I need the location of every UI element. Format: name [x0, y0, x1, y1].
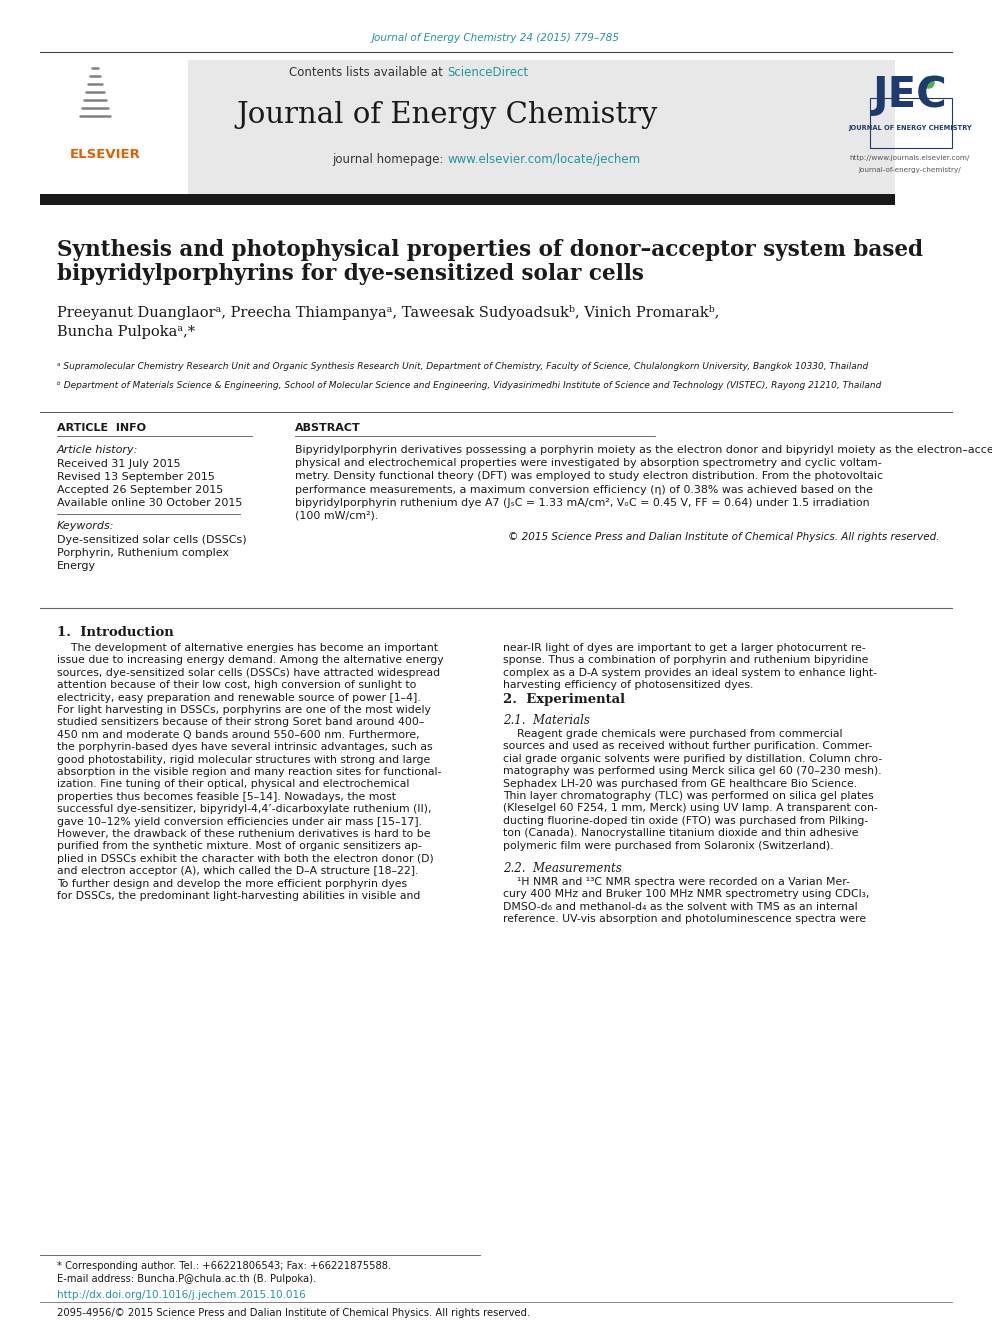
Text: 450 nm and moderate Q bands around 550–600 nm. Furthermore,: 450 nm and moderate Q bands around 550–6… — [57, 730, 420, 740]
Text: Preeyanut Duanglaorᵃ, Preecha Thiampanyaᵃ, Taweesak Sudyoadsukᵇ, Vinich Promarak: Preeyanut Duanglaorᵃ, Preecha Thiampanya… — [57, 304, 719, 319]
Text: harvesting efficiency of photosensitized dyes.: harvesting efficiency of photosensitized… — [503, 680, 753, 691]
Text: complex as a D-A system provides an ideal system to enhance light-: complex as a D-A system provides an idea… — [503, 668, 877, 677]
Text: cury 400 MHz and Bruker 100 MHz NMR spectrometry using CDCl₃,: cury 400 MHz and Bruker 100 MHz NMR spec… — [503, 889, 869, 900]
Text: * Corresponding author. Tel.: +66221806543; Fax: +66221875588.: * Corresponding author. Tel.: +662218065… — [57, 1261, 391, 1271]
Text: ABSTRACT: ABSTRACT — [295, 423, 361, 433]
Bar — [40, 60, 188, 194]
Text: Available online 30 October 2015: Available online 30 October 2015 — [57, 497, 242, 508]
Text: purified from the synthetic mixture. Most of organic sensitizers ap-: purified from the synthetic mixture. Mos… — [57, 841, 422, 852]
Text: JEC: JEC — [873, 74, 947, 116]
Text: 2.2.  Measurements: 2.2. Measurements — [503, 861, 622, 875]
Text: ᵇ Department of Materials Science & Engineering, School of Molecular Science and: ᵇ Department of Materials Science & Engi… — [57, 381, 881, 390]
Text: matography was performed using Merck silica gel 60 (70–230 mesh).: matography was performed using Merck sil… — [503, 766, 882, 777]
Text: issue due to increasing energy demand. Among the alternative energy: issue due to increasing energy demand. A… — [57, 655, 443, 665]
Text: physical and electrochemical properties were investigated by absorption spectrom: physical and electrochemical properties … — [295, 458, 882, 468]
Text: http://dx.doi.org/10.1016/j.jechem.2015.10.016: http://dx.doi.org/10.1016/j.jechem.2015.… — [57, 1290, 306, 1301]
Text: Energy: Energy — [57, 561, 96, 572]
Text: Received 31 July 2015: Received 31 July 2015 — [57, 459, 181, 468]
Text: ¹H NMR and ¹³C NMR spectra were recorded on a Varian Mer-: ¹H NMR and ¹³C NMR spectra were recorded… — [503, 877, 850, 886]
Text: absorption in the visible region and many reaction sites for functional-: absorption in the visible region and man… — [57, 767, 441, 777]
Text: www.elsevier.com/locate/jechem: www.elsevier.com/locate/jechem — [447, 153, 640, 167]
Text: 2095-4956/© 2015 Science Press and Dalian Institute of Chemical Physics. All rig: 2095-4956/© 2015 Science Press and Dalia… — [57, 1308, 531, 1318]
Text: ducting fluorine-doped tin oxide (FTO) was purchased from Pilking-: ducting fluorine-doped tin oxide (FTO) w… — [503, 816, 868, 826]
Text: 1.  Introduction: 1. Introduction — [57, 626, 174, 639]
Text: journal-of-energy-chemistry/: journal-of-energy-chemistry/ — [859, 167, 961, 173]
Text: plied in DSSCs exhibit the character with both the electron donor (D): plied in DSSCs exhibit the character wit… — [57, 853, 434, 864]
Text: http://www.journals.elsevier.com/: http://www.journals.elsevier.com/ — [850, 155, 970, 161]
Text: electricity, easy preparation and renewable source of power [1–4].: electricity, easy preparation and renewa… — [57, 693, 421, 703]
Text: Accepted 26 September 2015: Accepted 26 September 2015 — [57, 486, 223, 495]
Text: Dye-sensitized solar cells (DSSCs): Dye-sensitized solar cells (DSSCs) — [57, 534, 247, 545]
Text: Contents lists available at: Contents lists available at — [290, 66, 447, 79]
Text: Synthesis and photophysical properties of donor–acceptor system based: Synthesis and photophysical properties o… — [57, 239, 923, 261]
Text: E-mail address: Buncha.P@chula.ac.th (B. Pulpoka).: E-mail address: Buncha.P@chula.ac.th (B.… — [57, 1274, 316, 1285]
Text: Buncha Pulpokaᵃ,*: Buncha Pulpokaᵃ,* — [57, 325, 195, 339]
Text: journal homepage:: journal homepage: — [331, 153, 447, 167]
Text: bipyridylporphyrin ruthenium dye A7 (JₛC = 1.33 mA/cm², VₒC = 0.45 V, FF = 0.64): bipyridylporphyrin ruthenium dye A7 (JₛC… — [295, 497, 870, 508]
Text: the porphyrin-based dyes have several intrinsic advantages, such as: the porphyrin-based dyes have several in… — [57, 742, 433, 753]
Text: DMSO-d₆ and methanol-d₄ as the solvent with TMS as an internal: DMSO-d₆ and methanol-d₄ as the solvent w… — [503, 902, 858, 912]
Text: polymeric film were purchased from Solaronix (Switzerland).: polymeric film were purchased from Solar… — [503, 840, 833, 851]
Text: ton (Canada). Nanocrystalline titanium dioxide and thin adhesive: ton (Canada). Nanocrystalline titanium d… — [503, 828, 858, 839]
Text: (100 mW/cm²).: (100 mW/cm²). — [295, 511, 378, 521]
Text: and electron acceptor (A), which called the D–A structure [18–22].: and electron acceptor (A), which called … — [57, 867, 419, 876]
Text: successful dye-sensitizer, bipyridyl-4,4’-dicarboxylate ruthenium (II),: successful dye-sensitizer, bipyridyl-4,4… — [57, 804, 432, 814]
Text: Revised 13 September 2015: Revised 13 September 2015 — [57, 472, 215, 482]
Text: sponse. Thus a combination of porphyrin and ruthenium bipyridine: sponse. Thus a combination of porphyrin … — [503, 655, 868, 665]
Text: Journal of Energy Chemistry 24 (2015) 779–785: Journal of Energy Chemistry 24 (2015) 77… — [372, 33, 620, 44]
Text: Article history:: Article history: — [57, 445, 138, 455]
Text: cial grade organic solvents were purified by distillation. Column chro-: cial grade organic solvents were purifie… — [503, 754, 882, 763]
Text: for DSSCs, the predominant light-harvesting abilities in visible and: for DSSCs, the predominant light-harvest… — [57, 890, 421, 901]
Text: properties thus becomes feasible [5–14]. Nowadays, the most: properties thus becomes feasible [5–14].… — [57, 791, 396, 802]
Text: Journal of Energy Chemistry: Journal of Energy Chemistry — [236, 101, 658, 130]
Text: © 2015 Science Press and Dalian Institute of Chemical Physics. All rights reserv: © 2015 Science Press and Dalian Institut… — [509, 532, 940, 542]
Text: gave 10–12% yield conversion efficiencies under air mass [15–17].: gave 10–12% yield conversion efficiencie… — [57, 816, 422, 827]
Bar — [40, 60, 895, 194]
Text: sources, dye-sensitized solar cells (DSSCs) have attracted widespread: sources, dye-sensitized solar cells (DSS… — [57, 668, 440, 677]
Text: reference. UV-vis absorption and photoluminescence spectra were: reference. UV-vis absorption and photolu… — [503, 914, 866, 925]
Text: JOURNAL OF ENERGY CHEMISTRY: JOURNAL OF ENERGY CHEMISTRY — [848, 124, 972, 131]
Text: ScienceDirect: ScienceDirect — [447, 66, 528, 79]
Bar — [40, 194, 895, 205]
Text: ᵃ Supramolecular Chemistry Research Unit and Organic Synthesis Research Unit, De: ᵃ Supramolecular Chemistry Research Unit… — [57, 363, 868, 370]
Text: Bipyridylporphyrin derivatives possessing a porphyrin moiety as the electron don: Bipyridylporphyrin derivatives possessin… — [295, 445, 992, 455]
Text: ization. Fine tuning of their optical, physical and electrochemical: ization. Fine tuning of their optical, p… — [57, 779, 410, 790]
Text: performance measurements, a maximum conversion efficiency (η) of 0.38% was achie: performance measurements, a maximum conv… — [295, 484, 873, 495]
Text: 2.  Experimental: 2. Experimental — [503, 693, 625, 706]
Text: metry. Density functional theory (DFT) was employed to study electron distributi: metry. Density functional theory (DFT) w… — [295, 471, 883, 482]
Text: 2.1.  Materials: 2.1. Materials — [503, 713, 590, 726]
Text: To further design and develop the more efficient porphyrin dyes: To further design and develop the more e… — [57, 878, 407, 889]
Text: ELSEVIER: ELSEVIER — [70, 148, 141, 161]
Text: However, the drawback of these ruthenium derivatives is hard to be: However, the drawback of these ruthenium… — [57, 830, 431, 839]
Text: Sephadex LH-20 was purchased from GE healthcare Bio Science.: Sephadex LH-20 was purchased from GE hea… — [503, 779, 857, 789]
Text: For light harvesting in DSSCs, porphyrins are one of the most widely: For light harvesting in DSSCs, porphyrin… — [57, 705, 431, 714]
Text: The development of alternative energies has become an important: The development of alternative energies … — [57, 643, 438, 654]
Text: good photostability, rigid molecular structures with strong and large: good photostability, rigid molecular str… — [57, 754, 431, 765]
Text: Reagent grade chemicals were purchased from commercial: Reagent grade chemicals were purchased f… — [503, 729, 842, 740]
Text: bipyridylporphyrins for dye-sensitized solar cells: bipyridylporphyrins for dye-sensitized s… — [57, 263, 644, 284]
Text: near-IR light of dyes are important to get a larger photocurrent re-: near-IR light of dyes are important to g… — [503, 643, 866, 654]
Text: attention because of their low cost, high conversion of sunlight to: attention because of their low cost, hig… — [57, 680, 417, 691]
Text: sources and used as received without further purification. Commer-: sources and used as received without fur… — [503, 741, 872, 751]
Text: Porphyrin, Ruthenium complex: Porphyrin, Ruthenium complex — [57, 548, 229, 558]
Text: ARTICLE  INFO: ARTICLE INFO — [57, 423, 146, 433]
Text: Thin layer chromatography (TLC) was performed on silica gel plates: Thin layer chromatography (TLC) was perf… — [503, 791, 874, 800]
Bar — [870, 98, 952, 148]
Text: studied sensitizers because of their strong Soret band around 400–: studied sensitizers because of their str… — [57, 717, 425, 728]
Text: (Kleselgel 60 F254, 1 mm, Merck) using UV lamp. A transparent con-: (Kleselgel 60 F254, 1 mm, Merck) using U… — [503, 803, 878, 814]
Text: Keywords:: Keywords: — [57, 521, 114, 531]
